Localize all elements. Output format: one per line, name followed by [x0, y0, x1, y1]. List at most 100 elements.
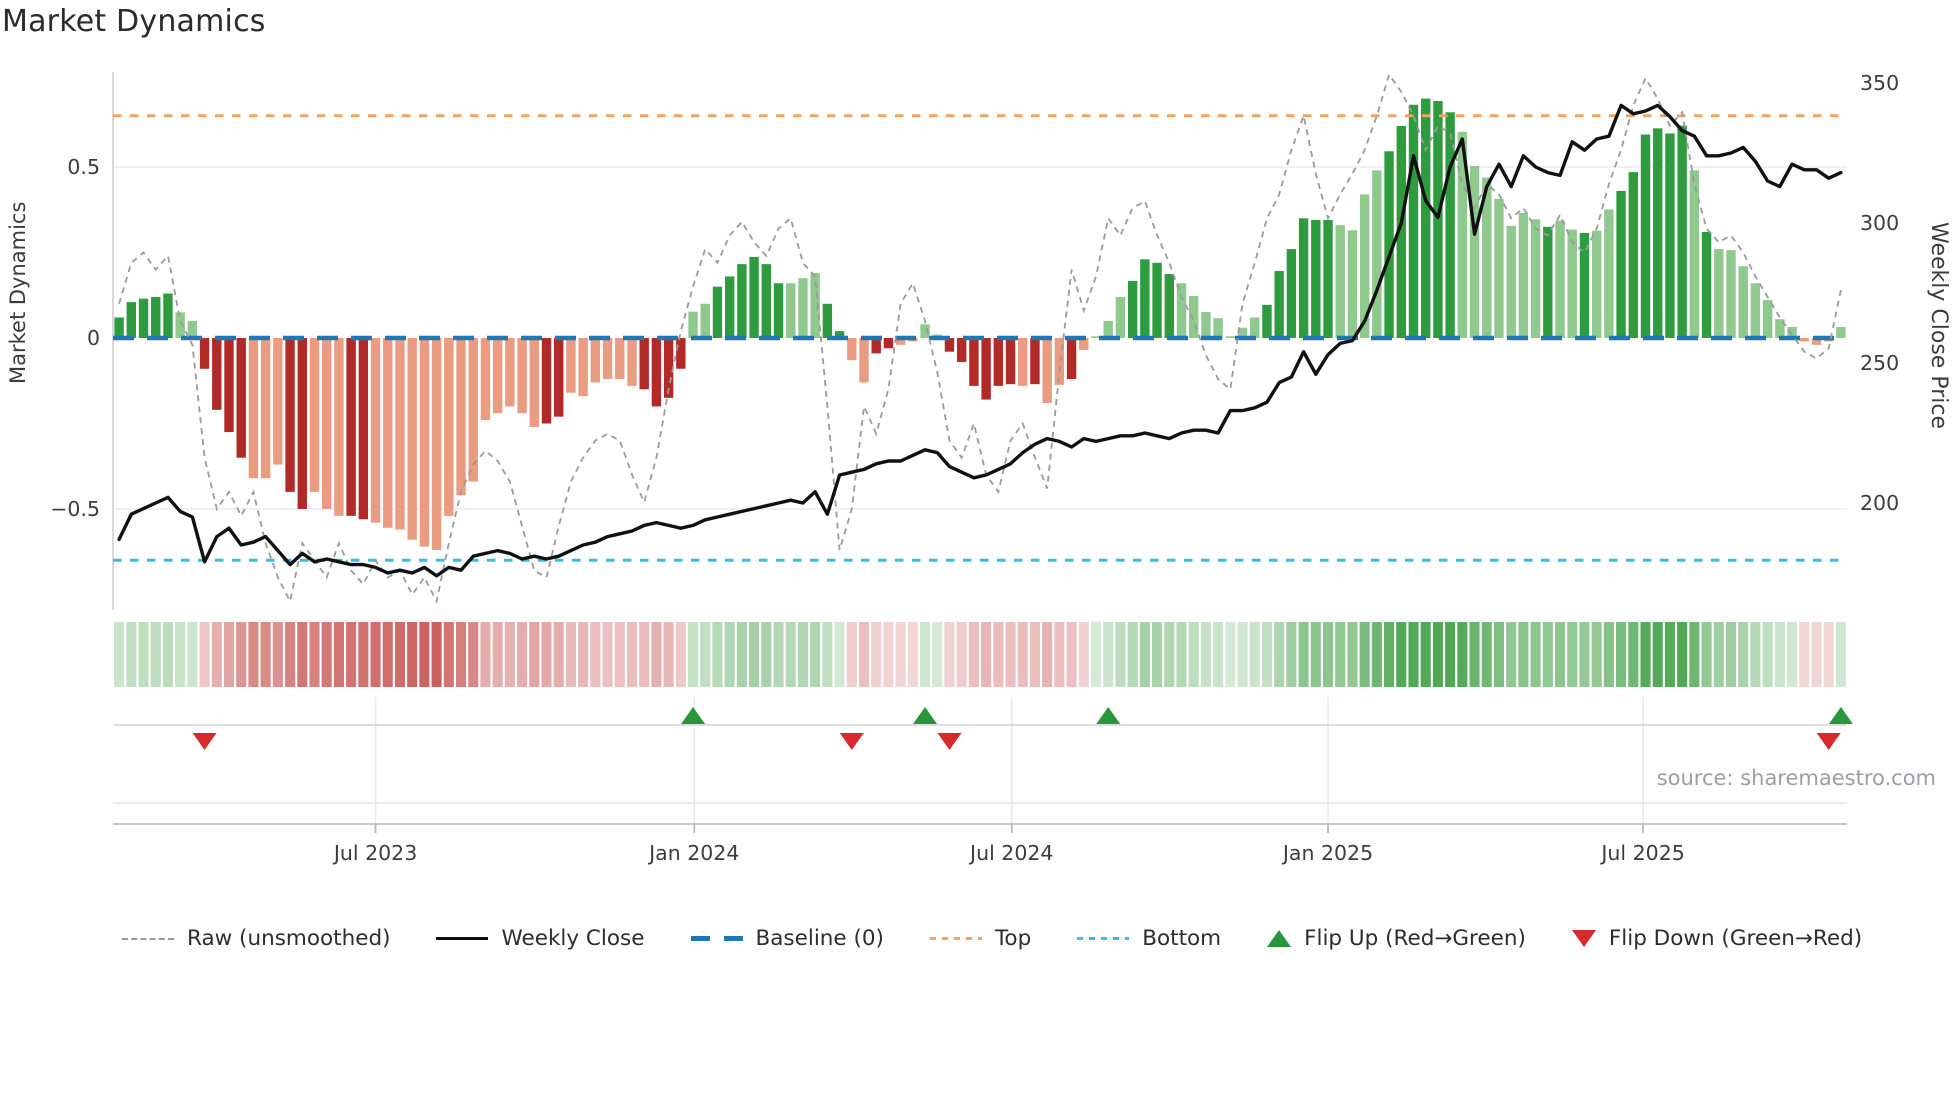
heat-strip-cell	[883, 622, 894, 687]
heat-strip-cell	[211, 622, 222, 687]
bar-negative	[468, 338, 478, 482]
bar-positive	[1250, 317, 1260, 338]
weekly-close-line-icon	[436, 937, 489, 940]
legend-item-weekly-close: Weekly Close	[436, 926, 645, 951]
bar-negative	[456, 338, 466, 496]
bar-positive	[1591, 230, 1602, 338]
heat-strip-cell	[736, 622, 747, 687]
heat-strip-cell	[1640, 622, 1651, 687]
bar-positive	[749, 256, 759, 338]
heat-strip-cell	[1677, 622, 1688, 687]
bar-positive	[1665, 133, 1675, 338]
heat-strip-cell	[1725, 622, 1737, 687]
bar-positive	[1311, 220, 1321, 338]
weekly-close-line	[117, 103, 1843, 578]
bar-positive	[1494, 198, 1504, 338]
heat-strip-cell	[1481, 622, 1492, 687]
bar-negative	[566, 338, 576, 393]
bar-positive	[737, 264, 747, 338]
heat-strip-cell	[895, 622, 906, 687]
legend-item-flip-up: Flip Up (Red→Green)	[1267, 926, 1526, 951]
heat-strip-cell	[553, 622, 564, 687]
heat-strip-cell	[834, 622, 845, 687]
bar-positive	[1347, 230, 1358, 338]
flip-down-marker	[1816, 733, 1841, 750]
right-axis-tick-label: 250	[1860, 351, 1899, 375]
bar-positive	[1689, 170, 1700, 338]
bar-positive	[1482, 177, 1492, 338]
bar-negative	[1811, 338, 1822, 345]
heat-strip-cell	[663, 622, 674, 687]
heat-strip-cell	[272, 622, 283, 687]
heat-strip-cell	[981, 622, 992, 687]
bar-negative	[346, 338, 356, 516]
bar-negative	[602, 338, 613, 380]
bar-positive	[712, 286, 723, 338]
bar-positive	[138, 298, 149, 338]
legend-label: Baseline (0)	[755, 926, 884, 951]
heat-strip-cell	[236, 622, 247, 687]
bar-positive	[1225, 336, 1236, 338]
bar-negative	[444, 338, 454, 516]
heat-strip-cell	[1811, 622, 1822, 687]
legend-label: Weekly Close	[501, 926, 645, 951]
heat-strip-cell	[138, 622, 149, 687]
heat-strip-cell	[529, 622, 540, 687]
bar-negative	[993, 338, 1004, 386]
bar-positive	[1701, 231, 1712, 338]
bar-negative	[236, 338, 246, 458]
heat-strip-cell	[687, 622, 699, 687]
heat-strip-cell	[285, 622, 296, 687]
bar-negative	[554, 338, 564, 417]
bar-negative	[883, 338, 894, 349]
heat-strip-cell	[797, 622, 808, 687]
bar-negative	[847, 338, 857, 361]
bar-positive	[1213, 318, 1223, 338]
heat-strip-cell	[1542, 622, 1553, 687]
bar-positive	[1677, 125, 1687, 338]
left-axis-tick-label: 0.5	[67, 155, 100, 179]
bar-negative	[981, 338, 991, 400]
heat-strip-cell	[1823, 622, 1834, 687]
heat-strip-cell	[1786, 622, 1798, 687]
heat-strip-cell	[382, 622, 393, 687]
heat-strip-cell	[1249, 622, 1260, 687]
bar-negative	[639, 338, 649, 390]
x-axis-tick-label: Jan 2024	[647, 841, 739, 865]
heat-strip-cell	[1567, 622, 1578, 687]
heat-strip-cell	[944, 622, 955, 687]
bar-positive	[1640, 134, 1651, 338]
heat-strip-cell	[1164, 622, 1175, 687]
left-axis-tick-label: 0	[87, 326, 100, 350]
heat-strip-cell	[492, 622, 503, 687]
baseline-dash-icon	[690, 936, 743, 941]
bar-positive	[1543, 226, 1553, 338]
bar-negative	[651, 338, 662, 407]
heat-strip-cell	[1445, 622, 1456, 687]
bar-positive	[1567, 229, 1577, 338]
heat-strip-cell	[1579, 622, 1590, 687]
right-axis-tick-label: 200	[1860, 491, 1899, 515]
bar-positive	[1775, 319, 1785, 338]
bar-positive	[810, 273, 820, 338]
bar-positive	[1103, 320, 1113, 338]
heat-strip-cell	[114, 622, 125, 687]
heat-strip-cell	[1286, 622, 1297, 687]
heat-strip-cell	[1042, 622, 1053, 687]
bar-positive	[1176, 283, 1187, 338]
bar-positive	[688, 311, 698, 338]
heat-strip-cell	[309, 622, 320, 687]
bar-positive	[1262, 304, 1272, 338]
legend-label: Flip Down (Green→Red)	[1608, 926, 1863, 951]
bar-positive	[1372, 170, 1382, 338]
flip-down-marker	[192, 733, 217, 750]
heat-strip-cell	[871, 622, 882, 687]
heat-strip-cell	[1591, 622, 1602, 687]
legend-item-top: Top	[929, 926, 1031, 951]
heat-strip-cell	[223, 622, 235, 687]
bar-positive	[773, 283, 784, 338]
heat-strip-cell	[333, 622, 344, 687]
bar-positive	[114, 317, 124, 338]
heat-strip-cell	[1310, 622, 1321, 687]
